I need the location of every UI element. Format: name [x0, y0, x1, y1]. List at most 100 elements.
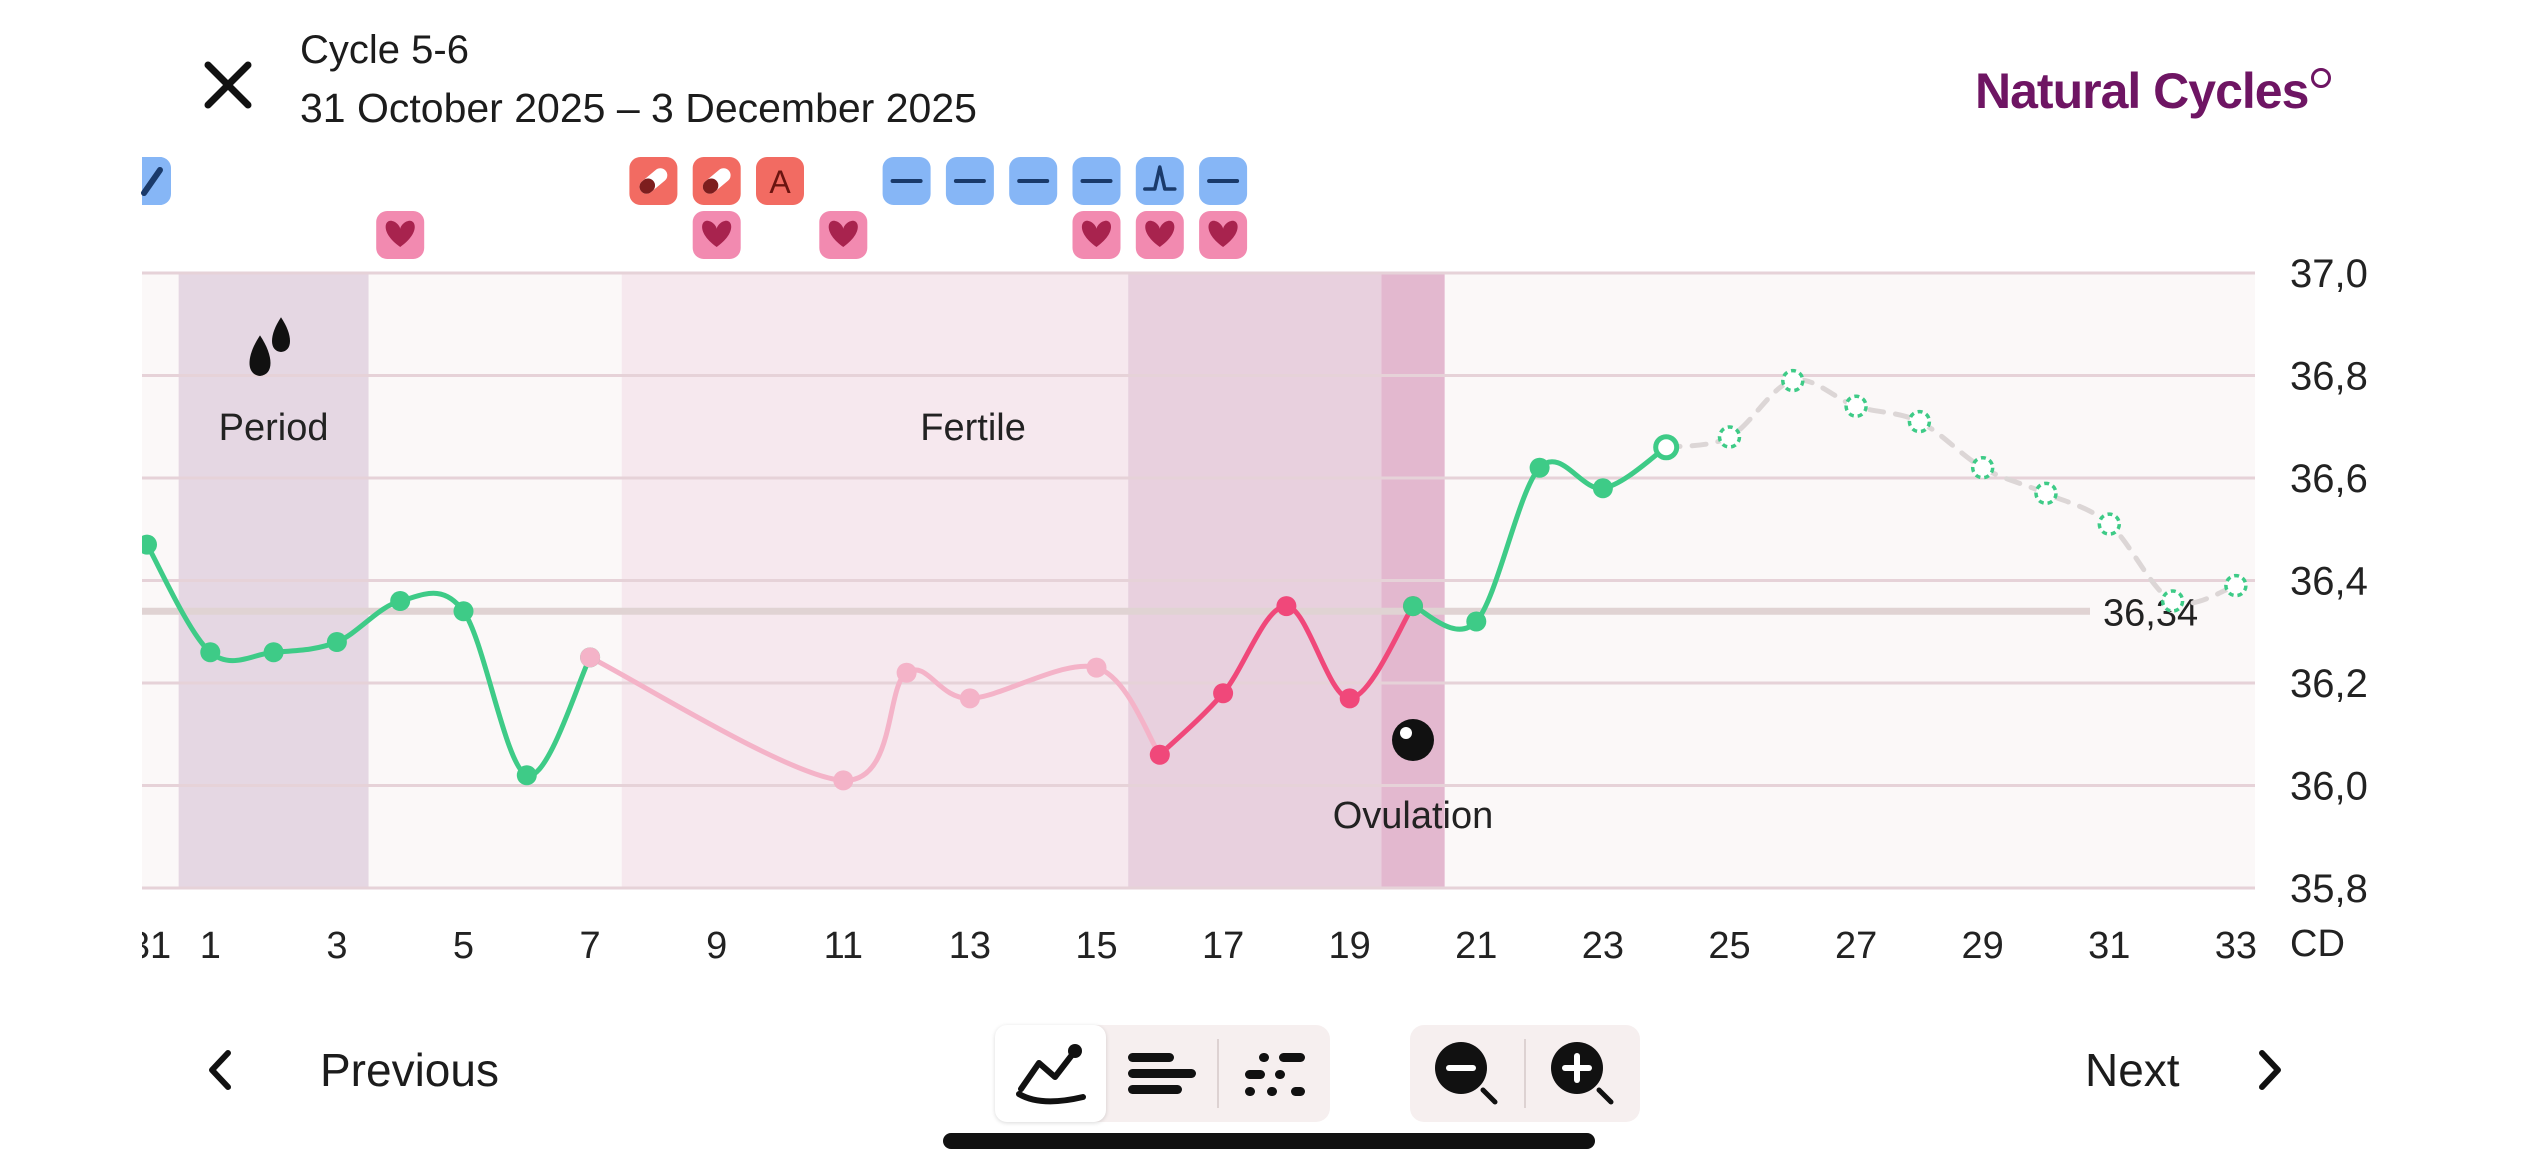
line-graph-view-button[interactable]: [995, 1025, 1106, 1122]
data-point: [580, 647, 601, 668]
view-switcher: [995, 1025, 1330, 1122]
lh-negative-icon: [1072, 157, 1121, 205]
icon-badge: [1135, 157, 1184, 205]
predicted-point: [1907, 409, 1932, 434]
zoom-in-button[interactable]: [1526, 1025, 1640, 1122]
data-point: [390, 591, 411, 611]
home-indicator: [943, 1133, 1595, 1149]
pill-icon: [692, 157, 741, 205]
x-tick-label: 21: [1455, 925, 1497, 967]
x-axis: 31 1 3 5 7 9 11 13 15 17 19 21 23 25 27 29 31 33 CD: [100, 920, 2345, 970]
y-tick-label: 36,4: [2290, 560, 2368, 604]
heart-glyph: [828, 220, 858, 247]
x-tick-label: 31: [2088, 925, 2130, 967]
zoom-out-icon: [1435, 1041, 1498, 1104]
next-button[interactable]: Next: [2085, 1020, 2290, 1120]
x-tick-label: 5: [453, 925, 474, 967]
predicted-point: [1844, 394, 1868, 418]
x-tick-label: 25: [1708, 925, 1750, 967]
blood-drop: [249, 335, 271, 376]
lh-negative-icon: [882, 157, 931, 205]
y-tick-label: 36,6: [2290, 457, 2368, 501]
cycle-title: Cycle 5-6: [300, 28, 469, 72]
predicted-point: [1781, 368, 1805, 393]
heart-glyph: [702, 220, 732, 247]
test-pen-icon-clipped: [141, 157, 168, 205]
period-label: Period: [219, 407, 329, 449]
data-point: [1213, 683, 1234, 704]
series-line-prediction: [1663, 377, 2239, 606]
zoom-out-button[interactable]: [1410, 1025, 1524, 1122]
heart-icon: [376, 211, 425, 259]
brand-name: Natural Cycles: [1975, 63, 2309, 119]
data-point: [1339, 688, 1360, 709]
chevron-left-icon: [209, 1050, 231, 1090]
data-point: [1592, 478, 1613, 499]
line-graph-icon: [1015, 1043, 1086, 1104]
zoom-controls: [1410, 1025, 1640, 1122]
close-icon: [204, 61, 252, 109]
egg-shape: [1392, 719, 1434, 761]
x-tick-label: 19: [1329, 925, 1371, 967]
lh-peak-glyph: [1143, 165, 1177, 191]
x-tick-label: 9: [706, 925, 727, 967]
dots-icon: [1244, 1052, 1305, 1096]
y-axis: 37,0 36,8 36,6 36,4 36,2 36,0 35,8: [2290, 252, 2368, 911]
data-point: [959, 688, 980, 709]
data-point: [263, 642, 284, 663]
x-axis-left-mask: [100, 920, 142, 970]
bars-view-button[interactable]: [1106, 1025, 1217, 1122]
close-button[interactable]: [198, 55, 258, 115]
lh-negative-icon: [1199, 157, 1248, 205]
zoom-in-icon: [1551, 1041, 1614, 1104]
x-tick-label: 7: [580, 925, 601, 967]
y-tick-label: 37,0: [2290, 252, 2368, 296]
heart-glyph: [1081, 220, 1112, 247]
x-tick-label: 29: [1962, 925, 2004, 967]
heart-icon: [692, 211, 741, 259]
data-point: [516, 765, 537, 786]
x-tick-label: 1: [200, 925, 221, 967]
bottom-bar: Previous: [0, 1000, 2532, 1170]
blood-drops-icon: [249, 317, 290, 376]
pen-glyph: [141, 167, 163, 196]
heart-icon: [1135, 211, 1184, 259]
x-tick-label: 27: [1835, 925, 1877, 967]
dots-view-button[interactable]: [1219, 1025, 1330, 1122]
egg-highlight: [1400, 727, 1412, 739]
heart-icon: [819, 211, 868, 259]
ovulation-label: Ovulation: [1333, 795, 1494, 837]
icon-badge: [756, 157, 804, 205]
grid-lines: [142, 271, 2255, 890]
y-tick-label: 35,8: [2290, 867, 2368, 911]
predicted-point: [2224, 573, 2248, 598]
pill-half: [639, 178, 656, 194]
data-point: [833, 770, 854, 791]
test-a-icon: A: [756, 157, 804, 205]
y-tick-label: 36,2: [2290, 662, 2368, 706]
y-tick-label: 36,8: [2290, 355, 2368, 399]
data-point: [1086, 657, 1107, 678]
x-tick-label: 13: [949, 925, 991, 967]
lh-negative-icon: [1009, 157, 1058, 205]
previous-button[interactable]: Previous: [200, 1020, 499, 1120]
predicted-point: [2160, 589, 2185, 613]
brand-ring-icon: [2311, 68, 2332, 88]
data-point: [200, 642, 221, 663]
x-tick-label: 23: [1582, 925, 1624, 967]
coverline-label: 36,34: [2103, 592, 2198, 634]
data-point: [326, 632, 347, 652]
x-tick-label: 3: [326, 925, 347, 967]
data-point: [1403, 596, 1423, 617]
test-a-glyph: A: [769, 164, 791, 200]
zoom-separator: [1524, 1039, 1526, 1108]
heart-icon: [1072, 211, 1121, 259]
data-point: [1529, 457, 1550, 478]
data-point: [453, 601, 474, 622]
x-tick-label: 33: [2215, 925, 2257, 967]
predicted-point: [1970, 456, 1995, 480]
blood-drop: [272, 317, 290, 352]
data-point: [1276, 596, 1297, 617]
temperature-points: [137, 368, 2248, 791]
